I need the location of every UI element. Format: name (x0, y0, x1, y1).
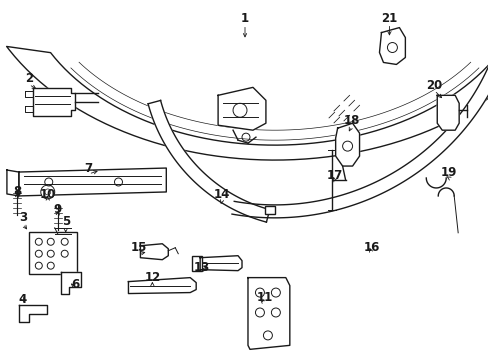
Text: 6: 6 (71, 278, 80, 291)
Text: 10: 10 (40, 188, 56, 202)
Polygon shape (33, 88, 75, 116)
Text: 20: 20 (425, 79, 442, 92)
Polygon shape (140, 244, 168, 260)
Polygon shape (200, 256, 242, 271)
Polygon shape (231, 51, 488, 218)
Circle shape (41, 185, 55, 199)
Text: 4: 4 (19, 293, 27, 306)
FancyBboxPatch shape (29, 232, 77, 274)
Text: 9: 9 (54, 203, 61, 216)
Text: 13: 13 (194, 261, 210, 274)
Text: 15: 15 (130, 241, 146, 254)
Text: 14: 14 (213, 188, 230, 202)
Text: 3: 3 (19, 211, 27, 224)
Text: 16: 16 (363, 241, 379, 254)
Polygon shape (19, 168, 166, 196)
Polygon shape (61, 272, 81, 293)
Text: 5: 5 (61, 215, 70, 228)
Text: 19: 19 (440, 166, 456, 179)
Text: 2: 2 (25, 72, 33, 85)
Polygon shape (436, 95, 458, 130)
Polygon shape (148, 100, 269, 222)
Text: 7: 7 (84, 162, 93, 175)
Polygon shape (379, 28, 405, 64)
FancyBboxPatch shape (264, 206, 274, 213)
Text: 21: 21 (381, 12, 397, 25)
Text: 8: 8 (13, 185, 21, 198)
Polygon shape (19, 305, 47, 323)
Text: 11: 11 (256, 291, 272, 304)
Polygon shape (7, 170, 19, 196)
Polygon shape (218, 87, 265, 130)
Text: 1: 1 (241, 12, 248, 25)
Polygon shape (247, 278, 289, 349)
FancyBboxPatch shape (192, 256, 202, 271)
Polygon shape (128, 278, 196, 293)
Polygon shape (335, 123, 359, 166)
Polygon shape (25, 91, 33, 97)
Text: 17: 17 (326, 168, 342, 181)
Polygon shape (7, 46, 488, 160)
Polygon shape (25, 106, 33, 112)
Text: 18: 18 (343, 114, 359, 127)
Text: 12: 12 (144, 271, 160, 284)
